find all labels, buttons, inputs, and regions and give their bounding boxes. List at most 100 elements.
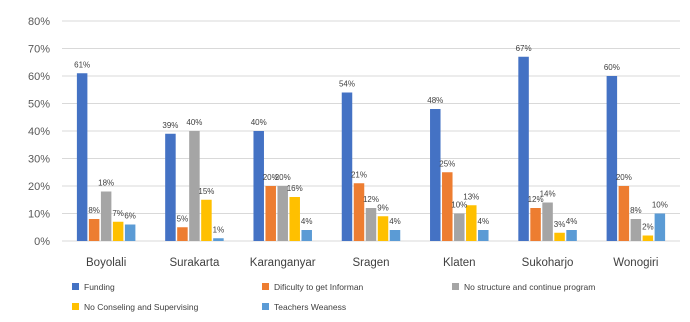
bar-value-label: 10% <box>652 201 668 210</box>
bar-value-label: 7% <box>112 209 124 218</box>
y-tick-label: 20% <box>28 181 50 193</box>
bar-value-label: 25% <box>439 159 455 168</box>
bar-value-label: 54% <box>339 80 355 89</box>
bar-value-label: 16% <box>287 184 303 193</box>
category-label: Sragen <box>352 257 389 269</box>
bar <box>353 183 365 241</box>
bar-value-label: 6% <box>124 212 136 221</box>
y-tick-label: 30% <box>28 154 50 166</box>
bar-value-label: 2% <box>642 223 654 232</box>
bar <box>518 56 529 241</box>
bar <box>642 235 654 241</box>
bar <box>530 208 541 241</box>
bar <box>213 238 224 241</box>
y-tick-label: 80% <box>28 16 50 28</box>
bar <box>430 109 441 241</box>
bar-value-label: 4% <box>478 217 490 226</box>
bar-value-label: 15% <box>198 187 214 196</box>
y-tick-label: 50% <box>28 99 50 111</box>
y-tick-label: 60% <box>28 71 50 83</box>
bar <box>112 221 124 241</box>
bar-value-label: 3% <box>554 220 566 229</box>
legend: Funding Dificulty to get Informan No struc… <box>72 282 595 312</box>
bar-value-label: 20% <box>616 173 632 182</box>
bar <box>88 219 100 241</box>
bar <box>201 199 212 241</box>
bar-value-label: 61% <box>74 60 90 69</box>
bar <box>466 205 477 241</box>
bar <box>630 219 642 241</box>
bar <box>265 186 276 241</box>
category-label: Klaten <box>443 257 476 269</box>
category-label: Surakarta <box>169 257 219 269</box>
bar <box>189 131 200 241</box>
legend-swatch <box>262 283 269 290</box>
y-tick-label: 40% <box>28 126 50 138</box>
bar-value-label: 40% <box>186 118 202 127</box>
bar-value-label: 48% <box>427 96 443 105</box>
bar <box>100 191 112 241</box>
bar <box>301 230 312 241</box>
bar <box>478 230 489 241</box>
bar <box>76 73 88 241</box>
legend-label: Teachers Weaness <box>274 302 346 312</box>
bar-value-label: 13% <box>463 192 479 201</box>
bar <box>618 186 630 241</box>
bar-value-label: 39% <box>162 121 178 130</box>
bar <box>442 172 453 241</box>
bar <box>654 213 666 241</box>
category-label: Wonogiri <box>613 257 658 269</box>
bar-value-label: 4% <box>301 217 313 226</box>
gridlines <box>62 20 680 242</box>
bar <box>341 92 353 241</box>
legend-label: No structure and continue program <box>464 282 595 292</box>
bar-value-label: 60% <box>604 63 620 72</box>
bars <box>76 56 666 241</box>
bar <box>606 76 618 241</box>
bar <box>165 133 176 241</box>
bar <box>253 131 264 241</box>
bar-value-label: 1% <box>213 225 225 234</box>
bar-value-label: 4% <box>566 217 578 226</box>
bar-value-label: 10% <box>451 201 467 210</box>
category-labels: Boyolali Surakarta Karanganyar Sragen Klaten… <box>86 257 658 269</box>
bar <box>365 208 377 241</box>
y-axis-ticks: 0% 10% 20% 30% 40% 50% 60% 70% 80% <box>28 16 50 248</box>
category-label: Karanganyar <box>250 257 316 269</box>
category-label: Boyolali <box>86 257 126 269</box>
bar-value-label: 8% <box>88 206 100 215</box>
bar-value-label: 14% <box>540 190 556 199</box>
bar <box>454 213 465 241</box>
bar <box>542 202 553 241</box>
bar-value-label: 18% <box>98 179 114 188</box>
bar <box>277 186 288 241</box>
y-tick-label: 10% <box>28 209 50 221</box>
bar-value-label: 20% <box>275 173 291 182</box>
bar-value-label: 20% <box>263 173 279 182</box>
legend-swatch <box>72 303 79 310</box>
bar-value-label: 8% <box>630 206 642 215</box>
bar <box>124 224 136 241</box>
legend-label: No Conseling and Supervising <box>84 302 199 312</box>
bar-value-label: 40% <box>251 118 267 127</box>
bar-value-label: 9% <box>377 203 389 212</box>
legend-swatch <box>262 303 269 310</box>
legend-label: Funding <box>84 282 115 292</box>
legend-swatch <box>452 283 459 290</box>
legend-swatch <box>72 283 79 290</box>
bar-value-label: 67% <box>516 44 532 53</box>
bar <box>554 232 565 241</box>
legend-label: Dificulty to get Informan <box>274 282 364 292</box>
bar <box>289 197 300 241</box>
bar <box>377 216 389 241</box>
y-tick-label: 0% <box>34 236 50 248</box>
data-labels: 61%8%18%7% 6%39%5%40%15%1%40%20%20%16%4%5… <box>74 44 668 235</box>
bar <box>566 230 577 241</box>
y-tick-label: 70% <box>28 44 50 56</box>
category-label: Sukoharjo <box>522 257 574 269</box>
bar <box>389 230 401 241</box>
bar-value-label: 5% <box>177 214 189 223</box>
bar-value-label: 4% <box>389 217 401 226</box>
